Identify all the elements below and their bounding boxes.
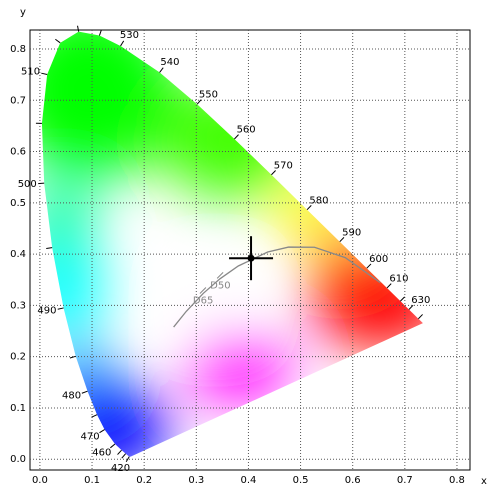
wavelength-label: 480 [62,391,81,402]
y-tick-label: 0.2 [10,352,26,363]
wavelength-tick [339,237,345,243]
wavelength-tick [69,355,76,359]
wavelength-tick [110,443,116,449]
y-tick-label: 0.3 [10,300,26,311]
wavelength-label: 610 [389,274,408,285]
whitepoint-label: D65 [193,296,213,307]
x-tick-label: 0.2 [136,475,152,486]
y-tick-label: 0.4 [10,249,26,260]
wavelength-tick [366,263,372,269]
y-axis-label: y [20,7,26,18]
wavelength-label: 550 [199,89,218,100]
whitepoint-tick [199,287,207,294]
wavelength-label: 510 [21,67,40,78]
wavelength-tick [125,456,130,463]
wavelength-label: 500 [18,179,37,190]
wavelength-label: 490 [37,306,56,317]
wavelength-label: 530 [120,30,139,41]
wavelength-label: 470 [81,431,100,442]
wavelength-label: 540 [160,57,179,68]
y-tick-label: 0.6 [10,147,26,158]
wavelength-tick [81,390,88,394]
wavelength-tick [159,67,164,73]
x-tick-label: 0.4 [240,475,256,486]
y-tick-label: 0.0 [10,454,26,465]
wavelength-tick [196,99,202,105]
x-tick-label: 0.3 [188,475,204,486]
wavelength-label: 590 [342,227,361,238]
wavelength-tick [55,38,61,44]
wavelength-label: 600 [369,254,388,265]
wavelength-label: 570 [274,160,293,171]
wavelength-tick [408,304,414,310]
wavelength-tick [121,453,126,459]
wavelength-label: 560 [237,125,256,136]
wavelength-label: 630 [411,295,430,306]
wavelength-tick [41,72,48,76]
y-tick-label: 0.5 [10,198,26,209]
wavelength-label: 580 [309,195,328,206]
wavelength-tick [91,414,98,418]
wavelength-tick [271,170,276,176]
crosshair-dot [247,254,255,262]
wavelength-tick [418,314,423,320]
whitepoint-label: D50 [210,280,230,291]
wavelength-tick [46,247,53,250]
wavelength-tick [117,449,122,455]
wavelength-tick [234,134,239,140]
y-tick-label: 0.7 [10,95,26,106]
x-tick-label: 0.8 [449,475,465,486]
x-axis-label: x [481,476,487,487]
x-tick-label: 0.1 [84,475,100,486]
wavelength-tick [77,25,80,32]
x-tick-label: 0.5 [293,475,309,486]
y-tick-label: 0.1 [10,403,26,414]
y-tick-label: 0.8 [10,44,26,55]
wavelength-tick [386,283,392,289]
wavelength-label: 420 [111,463,130,474]
x-tick-label: 0.7 [397,475,413,486]
wavelength-tick [57,307,64,310]
wavelength-tick [400,296,405,302]
wavelength-tick [306,205,312,211]
wavelength-label: 460 [92,447,111,458]
wavelength-tick [98,29,102,36]
wavelength-tick [120,40,125,47]
x-tick-label: 0.6 [345,475,361,486]
x-tick-label: 0.0 [32,475,48,486]
wavelength-tick [99,429,105,434]
whitepoint-tick [216,272,224,279]
